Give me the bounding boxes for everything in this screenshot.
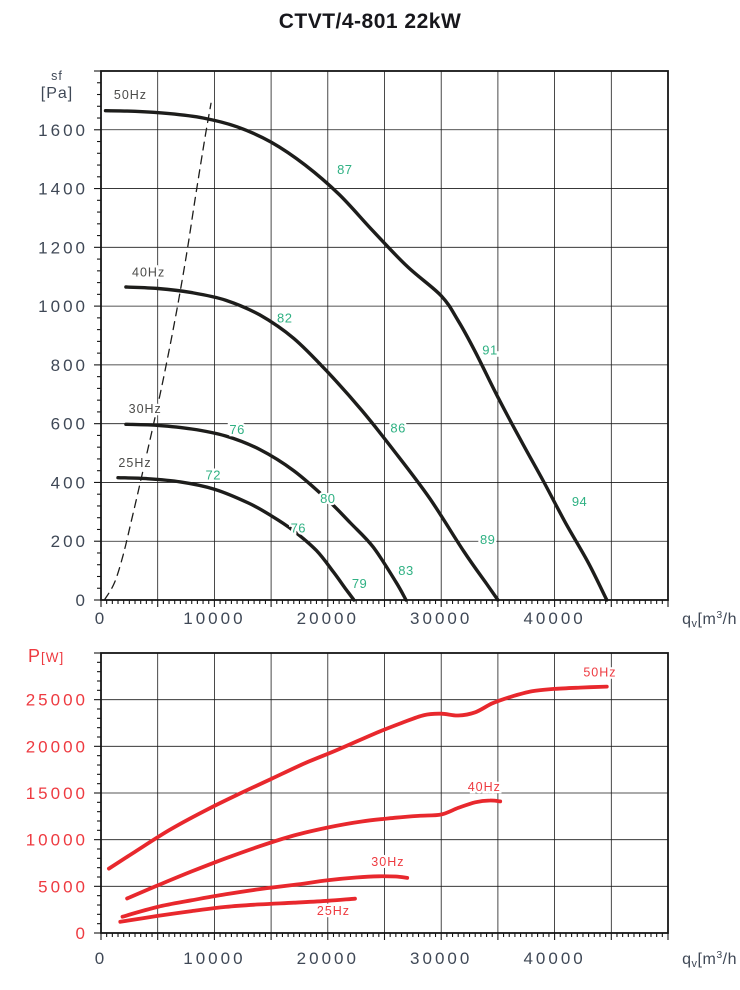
grid-power-vs-flow	[101, 653, 668, 933]
y-tick-label: 600	[51, 415, 88, 434]
efficiency-label: 72	[206, 468, 221, 483]
y-tick-label: 1000	[38, 297, 88, 316]
efficiency-label: 80	[320, 491, 335, 506]
efficiency-label: 89	[480, 532, 495, 547]
x-tick-label: 40000	[523, 949, 585, 968]
x-axis-unit-label: qv[m3/h	[682, 609, 737, 630]
plot-frame	[100, 652, 669, 934]
efficiency-label: 87	[337, 162, 352, 177]
curve-label-25Hz: 25Hz	[118, 456, 151, 470]
curve-30Hz	[120, 874, 410, 919]
curve-label-25Hz: 25Hz	[317, 904, 350, 918]
y-tick-label: 400	[51, 473, 88, 492]
grid-static-pressure-vs-flow	[101, 71, 668, 600]
y-tick-label: 1200	[38, 238, 88, 257]
x-tick-label: 20000	[297, 609, 359, 628]
y-axis-unit-label: sf	[51, 69, 63, 83]
curve-label-40Hz: 40Hz	[132, 266, 165, 280]
ticks-power-vs-flow	[94, 652, 669, 940]
y-tick-label: 0	[76, 591, 88, 610]
plot-frame	[100, 70, 669, 601]
curve-system-curve	[103, 102, 212, 601]
efficiency-label: 76	[229, 422, 244, 437]
y-tick-label: 1600	[38, 121, 88, 140]
curve-40Hz	[124, 285, 500, 602]
efficiency-label: 94	[572, 494, 587, 509]
y-tick-label: 0	[76, 924, 88, 943]
efficiency-label: 83	[398, 563, 413, 578]
curve-25Hz	[118, 896, 357, 924]
efficiency-label: 79	[352, 576, 367, 591]
efficiency-label: 91	[482, 343, 497, 358]
y-tick-label: 800	[51, 356, 88, 375]
x-tick-label: 20000	[297, 949, 359, 968]
curve-label-50Hz: 50Hz	[583, 665, 616, 679]
x-tick-label: 0	[95, 609, 107, 628]
y-tick-label: 20000	[26, 737, 88, 756]
y-axis-unit-label: [Pa]	[41, 85, 73, 102]
y-axis-unit-label: P[W]	[28, 646, 64, 666]
x-tick-label: 10000	[183, 949, 245, 968]
y-tick-label: 10000	[26, 831, 88, 850]
x-axis-unit-label: qv[m3/h	[682, 949, 737, 970]
y-tick-label: 1400	[38, 180, 88, 199]
y-tick-label: 200	[51, 532, 88, 551]
x-tick-label: 10000	[183, 609, 245, 628]
ticks-static-pressure-vs-flow	[94, 70, 669, 607]
x-tick-label: 30000	[410, 609, 472, 628]
curve-label-30Hz: 30Hz	[129, 402, 162, 416]
curve-40Hz	[125, 798, 503, 901]
x-tick-label: 40000	[523, 609, 585, 628]
y-tick-label: 25000	[26, 691, 88, 710]
curve-label-40Hz: 40Hz	[468, 780, 501, 794]
curve-30Hz	[124, 422, 408, 602]
efficiency-label: 82	[277, 310, 292, 325]
curve-50Hz	[107, 684, 609, 871]
curve-25Hz	[116, 476, 356, 602]
curve-50Hz	[103, 109, 609, 602]
page-title: CTVT/4-801 22kW	[278, 10, 462, 33]
y-tick-label: 15000	[26, 784, 88, 803]
x-tick-label: 30000	[410, 949, 472, 968]
y-tick-label: 5000	[38, 877, 88, 896]
efficiency-label: 86	[390, 420, 405, 435]
curve-label-50Hz: 50Hz	[114, 88, 147, 102]
curve-label-30Hz: 30Hz	[371, 855, 404, 869]
x-tick-label: 0	[95, 949, 107, 968]
efficiency-label: 76	[291, 520, 306, 535]
